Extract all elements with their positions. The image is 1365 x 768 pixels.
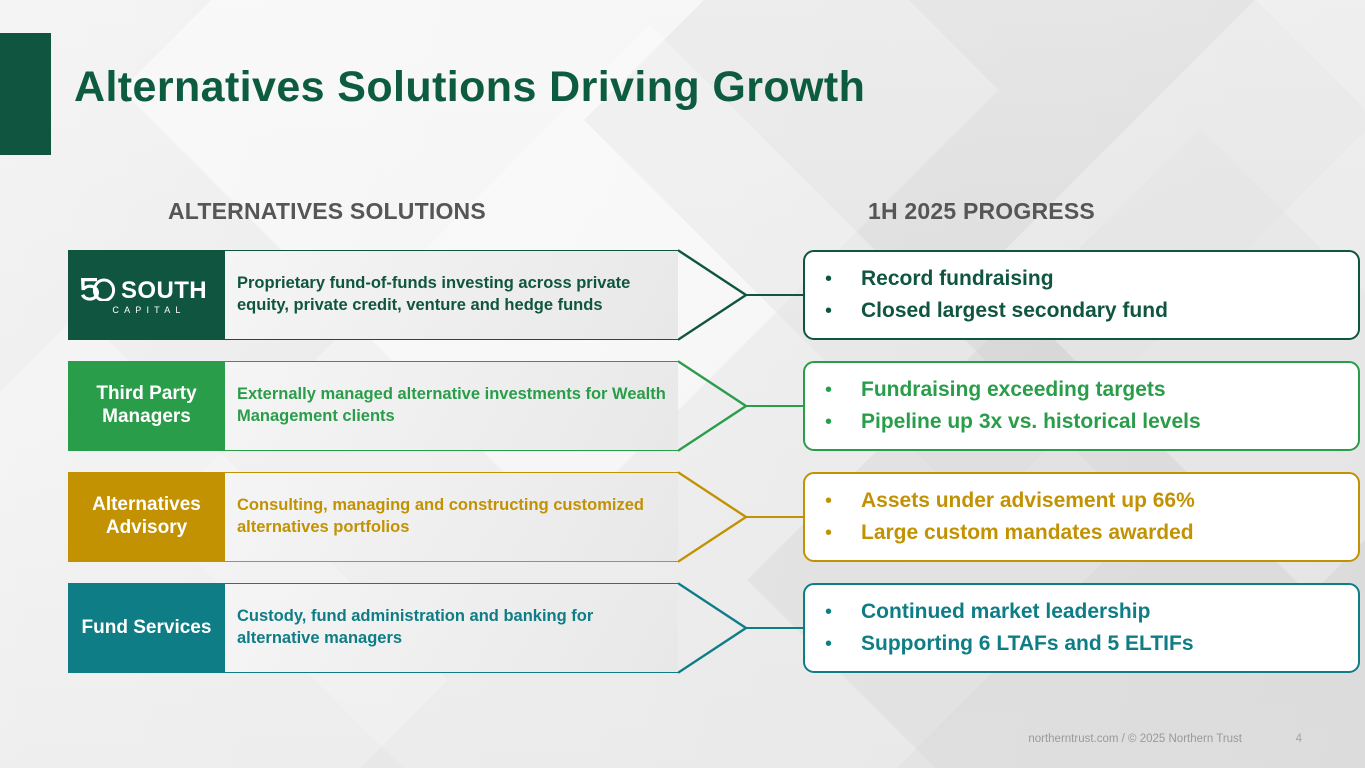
- solution-description: Consulting, managing and constructing cu…: [237, 496, 645, 536]
- progress-card[interactable]: • Record fundraising • Closed largest secon…: [803, 250, 1360, 340]
- solution-description-panel: Proprietary fund-of-funds investing acro…: [225, 250, 678, 340]
- solution-chevron[interactable]: Third Party Managers Externally managed a…: [68, 360, 749, 452]
- progress-bullet-text: Continued market leadership: [861, 599, 1151, 623]
- progress-bullet-text: Fundraising exceeding targets: [861, 377, 1166, 401]
- chevron-arrow-icon: [678, 249, 749, 341]
- solution-description-panel: Externally managed alternative investmen…: [225, 361, 678, 451]
- chevron-arrow-icon: [678, 360, 749, 452]
- column-header-progress: 1H 2025 PROGRESS: [868, 198, 1095, 224]
- progress-card[interactable]: • Assets under advisement up 66% • Large cu…: [803, 472, 1360, 562]
- progress-bullet-text: Pipeline up 3x vs. historical levels: [861, 410, 1201, 433]
- bullet-dot-icon: •: [825, 600, 833, 623]
- bullet-dot-icon: •: [825, 489, 833, 512]
- solution-description: Custody, fund administration and banking…: [237, 607, 594, 647]
- footer-copyright: northerntrust.com / © 2025 Northern Trus…: [1028, 733, 1242, 745]
- solution-description-panel: Custody, fund administration and banking…: [225, 583, 678, 673]
- chevron-arrow-icon: [678, 471, 749, 563]
- progress-bullet: • Continued market leadership: [825, 599, 1358, 625]
- progress-bullet-text: Supporting 6 LTAFs and 5 ELTIFs: [861, 632, 1194, 655]
- solution-chevron[interactable]: SOUTH CAPITAL Proprietary fund-of-funds in…: [68, 249, 749, 341]
- chevron-arrow-icon: [678, 582, 749, 674]
- progress-bullet: • Fundraising exceeding targets: [825, 377, 1358, 403]
- svg-text:SOUTH: SOUTH: [121, 277, 207, 301]
- progress-bullet: • Assets under advisement up 66%: [825, 488, 1358, 514]
- page-title: Alternatives Solutions Driving Growth: [74, 63, 866, 111]
- solution-label: SOUTH CAPITAL: [68, 250, 225, 340]
- solution-chevron[interactable]: Alternatives Advisory Consulting, managin…: [68, 471, 749, 563]
- progress-bullet-text: Assets under advisement up 66%: [861, 488, 1195, 512]
- solution-chevron[interactable]: Fund Services Custody, fund administratio…: [68, 582, 749, 674]
- bullet-dot-icon: •: [825, 267, 833, 290]
- column-header-alternatives-solutions: ALTERNATIVES SOLUTIONS: [168, 198, 486, 224]
- bullet-dot-icon: •: [825, 300, 833, 322]
- fifty-south-capital-logo: SOUTH CAPITAL: [77, 275, 217, 316]
- solution-label: Third Party Managers: [68, 361, 225, 451]
- progress-card[interactable]: • Continued market leadership • Supporting …: [803, 583, 1360, 673]
- bullet-dot-icon: •: [825, 633, 833, 655]
- solution-description: Proprietary fund-of-funds investing acro…: [237, 274, 631, 314]
- connector-line: [746, 516, 806, 518]
- bullet-dot-icon: •: [825, 522, 833, 544]
- progress-bullet-text: Record fundraising: [861, 266, 1054, 290]
- footer-page-number: 4: [1295, 733, 1302, 745]
- logo-subtitle: CAPITAL: [112, 304, 186, 315]
- progress-card[interactable]: • Fundraising exceeding targets • Pipeline …: [803, 361, 1360, 451]
- title-accent-bar: [0, 33, 51, 155]
- progress-bullet: • Record fundraising: [825, 266, 1358, 292]
- fifty-south-wordmark-icon: SOUTH: [80, 277, 207, 301]
- connector-line: [746, 627, 806, 629]
- progress-bullet: • Supporting 6 LTAFs and 5 ELTIFs: [825, 631, 1358, 657]
- progress-bullet-text: Large custom mandates awarded: [861, 521, 1194, 544]
- progress-bullet: • Large custom mandates awarded: [825, 520, 1358, 546]
- connector-line: [746, 294, 806, 296]
- solution-label: Alternatives Advisory: [68, 472, 225, 562]
- solution-description: Externally managed alternative investmen…: [237, 385, 666, 425]
- solution-description-panel: Consulting, managing and constructing cu…: [225, 472, 678, 562]
- progress-bullet: • Pipeline up 3x vs. historical levels: [825, 409, 1358, 435]
- connector-line: [746, 405, 806, 407]
- solution-label: Fund Services: [68, 583, 225, 673]
- bullet-dot-icon: •: [825, 378, 833, 401]
- progress-bullet: • Closed largest secondary fund: [825, 298, 1358, 324]
- bullet-dot-icon: •: [825, 411, 833, 433]
- progress-bullet-text: Closed largest secondary fund: [861, 299, 1168, 322]
